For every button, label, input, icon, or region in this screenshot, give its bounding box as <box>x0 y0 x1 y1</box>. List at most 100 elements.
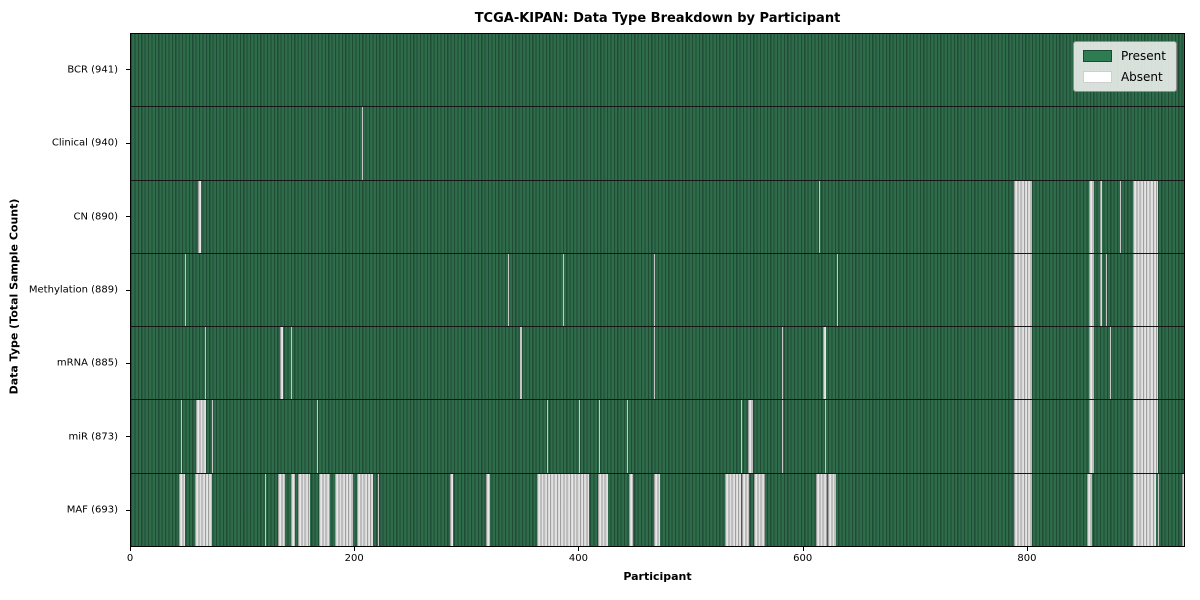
absent-block <box>195 400 206 473</box>
absent-block <box>1181 473 1184 546</box>
x-axis-ticks: 0 200 400 600 800 <box>127 547 1185 577</box>
legend-present-swatch-icon <box>1082 50 1112 62</box>
x-tick-label-200: 200 <box>344 553 364 564</box>
absent-block <box>508 253 510 327</box>
absent-block <box>819 180 821 253</box>
y-tick-mark <box>126 362 130 364</box>
absent-block <box>1013 180 1032 253</box>
x-axis-label: Participant <box>623 570 692 583</box>
absent-block <box>277 473 286 546</box>
absent-block <box>754 473 766 546</box>
heatmap-row-Methylation <box>131 253 1184 328</box>
absent-block <box>1132 327 1159 400</box>
absent-block <box>782 400 784 473</box>
absent-block <box>626 400 628 473</box>
absent-block <box>824 400 826 473</box>
absent-block <box>485 473 491 546</box>
absent-block <box>1120 180 1122 253</box>
absent-block <box>837 253 839 327</box>
absent-block <box>653 473 661 546</box>
absent-block <box>1132 400 1159 473</box>
absent-block <box>628 473 634 546</box>
absent-block <box>537 473 589 546</box>
absent-block <box>297 473 311 546</box>
absent-block <box>198 180 202 253</box>
absent-block <box>1132 253 1159 327</box>
legend-item-present: Present <box>1082 49 1166 63</box>
absent-block <box>597 473 608 546</box>
absent-block <box>740 400 742 473</box>
absent-block <box>378 473 380 546</box>
y-axis-label-text: Data Type (Total Sample Count) <box>7 198 21 395</box>
chart-title: TCGA-KIPAN: Data Type Breakdown by Parti… <box>474 11 841 26</box>
y-tick-mark <box>126 436 130 438</box>
y-tick-mark <box>126 69 130 71</box>
y-tick-label-mRNA: mRNA (885) <box>56 357 118 369</box>
absent-block <box>653 253 655 327</box>
absent-block <box>211 400 213 473</box>
absent-block <box>1088 327 1095 400</box>
absent-block <box>1132 473 1156 546</box>
absent-block <box>815 473 828 546</box>
plot-area: Present Absent <box>130 33 1185 547</box>
y-tick-label-Clinical: Clinical (940) <box>51 137 118 149</box>
x-tick-label-400: 400 <box>568 553 588 564</box>
absent-block <box>1013 473 1032 546</box>
absent-block <box>179 473 185 546</box>
absent-block <box>1158 473 1160 546</box>
legend-present-label: Present <box>1120 49 1166 63</box>
absent-block <box>318 473 331 546</box>
absent-block <box>265 473 267 546</box>
absent-block <box>1088 253 1095 327</box>
y-tick-label-miR: miR (873) <box>68 431 118 443</box>
legend: Present Absent <box>1072 41 1177 92</box>
absent-block <box>562 253 565 327</box>
heatmap-row-mRNA <box>131 327 1184 401</box>
y-tick-label-BCR: BCR (941) <box>67 64 118 76</box>
absent-block <box>194 473 212 546</box>
y-tick-label-MAF: MAF (693) <box>66 504 118 516</box>
absent-block <box>828 473 836 546</box>
absent-block <box>204 327 206 400</box>
absent-block <box>1013 253 1032 327</box>
y-tick-mark <box>126 509 130 511</box>
y-tick-mark <box>126 216 130 218</box>
legend-absent-swatch-icon <box>1082 71 1112 83</box>
absent-block <box>741 473 749 546</box>
heatmap-row-BCR <box>131 34 1184 108</box>
legend-absent-label: Absent <box>1120 70 1163 84</box>
y-tick-mark <box>126 289 130 291</box>
absent-block <box>1013 400 1032 473</box>
legend-item-absent: Absent <box>1082 70 1166 84</box>
absent-block <box>1088 400 1095 473</box>
absent-block <box>316 400 318 473</box>
absent-block <box>598 400 600 473</box>
absent-block <box>1110 327 1112 400</box>
absent-block <box>291 473 296 546</box>
absent-block <box>1132 180 1159 253</box>
absent-block <box>449 473 454 546</box>
absent-block <box>334 473 353 546</box>
absent-block <box>725 473 741 546</box>
x-tick-mark <box>354 547 356 551</box>
absent-block <box>181 400 183 473</box>
absent-block <box>279 327 284 400</box>
absent-block <box>822 327 826 400</box>
x-tick-label-600: 600 <box>793 553 813 564</box>
absent-block <box>520 327 522 400</box>
absent-block <box>782 327 784 400</box>
heatmap-row-CN <box>131 180 1184 254</box>
absent-block <box>547 400 549 473</box>
heatmap-row-Clinical <box>131 107 1184 181</box>
heatmap-row-miR <box>131 400 1184 474</box>
y-axis-label: Data Type (Total Sample Count) <box>8 101 21 395</box>
x-tick-mark <box>1026 547 1028 551</box>
y-tick-label-CN: CN (890) <box>73 211 118 223</box>
y-tick-label-Methylation: Methylation (889) <box>28 284 118 296</box>
absent-block <box>357 473 373 546</box>
absent-block <box>653 327 655 400</box>
absent-block <box>1088 180 1095 253</box>
x-tick-mark <box>802 547 804 551</box>
absent-block <box>747 400 754 473</box>
